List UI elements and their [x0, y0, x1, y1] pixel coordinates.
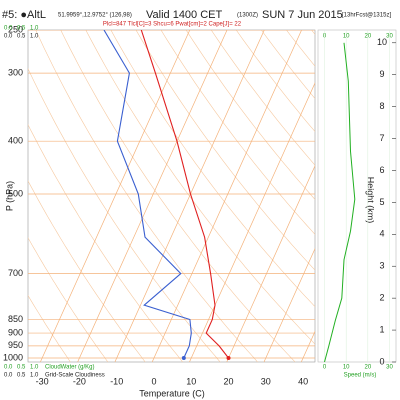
dry-adiabat	[260, 30, 315, 100]
y-tick-label: 400	[8, 136, 23, 146]
surface-point	[226, 356, 231, 360]
profile-line	[103, 30, 192, 359]
date: SUN 7 Jun 2015	[262, 9, 343, 21]
dry-adiabat	[235, 30, 315, 133]
wind-frame	[317, 29, 397, 363]
x-tick-label: 40	[298, 376, 308, 386]
cloud-tick-label: 0.0	[4, 365, 13, 371]
y2-tick-label: 10	[377, 37, 387, 47]
dry-adiabat	[85, 30, 315, 345]
y2-tick-label: 6	[379, 165, 384, 175]
dry-adiabat	[28, 294, 71, 362]
y2-label: Height (km)	[366, 177, 376, 224]
y-tick-label: 1000	[3, 352, 23, 362]
isotherm	[189, 82, 315, 362]
cloud-tick-label: 0.5	[17, 26, 26, 32]
subtitle: (1300Z)	[237, 13, 258, 19]
cloud-tick-label: 0.5	[17, 373, 26, 379]
isotherm	[40, 30, 191, 362]
indices: Plcl=847 Tlcl[C]=3 Shcu=6 Pwat[cm]=2 Cap…	[103, 22, 242, 28]
cloudiness-label: Grid-Scale Cloudiness	[45, 373, 105, 379]
y2-tick-label: 9	[379, 69, 384, 79]
dry-adiabat	[311, 30, 315, 35]
x-label: Temperature (C)	[139, 388, 205, 398]
x-tick-label: 20	[224, 376, 234, 386]
y-tick-label: 900	[8, 327, 23, 337]
speed-tick-label: 20	[364, 365, 371, 371]
x-tick-label: -30	[36, 376, 49, 386]
y-label: P (hPa)	[4, 181, 14, 211]
y-tick-label: 500	[8, 188, 23, 198]
speed-tick-label: 20	[364, 34, 371, 40]
speed-tick-label: 0	[323, 34, 327, 40]
x-tick-label: -10	[110, 376, 123, 386]
y-tick-label: 300	[8, 68, 23, 78]
dry-adiabat	[35, 30, 259, 362]
speed-tick-label: 30	[386, 365, 393, 371]
dry-adiabat	[28, 237, 109, 362]
dry-adiabat	[210, 30, 315, 166]
y2-tick-label: 7	[379, 133, 384, 143]
coords: 51.9959°,12.9752° (126,98)	[58, 13, 132, 19]
dry-adiabat	[135, 30, 315, 271]
cloud-tick-label: 0.5	[17, 34, 26, 40]
isotherm	[263, 247, 315, 362]
plot	[28, 20, 400, 369]
dry-adiabat	[110, 30, 315, 308]
station: #5: ●AltL	[2, 9, 46, 21]
isotherm	[114, 30, 265, 362]
cloud-tick-label: 0.5	[17, 365, 26, 371]
x-tick-label: 0	[151, 376, 156, 386]
y-tick-label: 250	[8, 24, 23, 34]
surface-point	[181, 356, 186, 360]
isotherm	[77, 30, 228, 362]
speed-tick-label: 10	[343, 34, 350, 40]
y2-tick-label: 4	[379, 229, 384, 239]
speed-tick-label: 0	[323, 365, 327, 371]
x-tick-label: 30	[261, 376, 271, 386]
cloud-tick-label: 1.0	[30, 26, 39, 32]
wind-speed-line	[324, 42, 356, 363]
plot-frame	[27, 29, 316, 363]
dry-adiabat	[353, 20, 400, 369]
dry-adiabat	[28, 123, 184, 362]
speed-tick-label: 10	[343, 365, 350, 371]
y2-tick-label: 2	[379, 293, 384, 303]
y2-tick-label: 8	[379, 101, 384, 111]
isotherm	[226, 164, 315, 362]
y2-tick-label: 1	[379, 324, 384, 334]
y2-tick-label: 5	[379, 197, 384, 207]
dry-adiabat	[185, 30, 315, 200]
forecast: [13hrFcst@1315z]	[342, 13, 391, 19]
cloud-tick-label: 0.0	[4, 26, 13, 32]
dry-adiabat	[28, 67, 221, 362]
dry-adiabat	[60, 30, 296, 362]
dry-adiabat	[160, 30, 315, 235]
y-tick-label: 700	[8, 268, 23, 278]
cloud-tick-label: 1.0	[30, 373, 39, 379]
x-tick-label: 10	[186, 376, 196, 386]
title: Valid 1400 CET	[146, 9, 223, 21]
y-tick-label: 850	[8, 314, 23, 324]
cloud-tick-label: 0.0	[4, 34, 13, 40]
cloud-water-label: CloudWater (g/Kg)	[45, 365, 94, 371]
isotherm	[300, 330, 315, 362]
profile-line	[140, 30, 229, 359]
x-tick-label: -20	[73, 376, 86, 386]
speed-tick-label: 30	[386, 34, 393, 40]
cloud-tick-label: 1.0	[30, 365, 39, 371]
cloud-tick-label: 0.0	[4, 373, 13, 379]
isotherm	[151, 30, 302, 362]
cloud-tick-label: 1.0	[30, 34, 39, 40]
y2-tick-label: 0	[379, 356, 384, 366]
y2-tick-label: 3	[379, 261, 384, 271]
y-tick-label: 950	[8, 340, 23, 350]
speed-label: Speed (m/s)	[344, 373, 377, 379]
